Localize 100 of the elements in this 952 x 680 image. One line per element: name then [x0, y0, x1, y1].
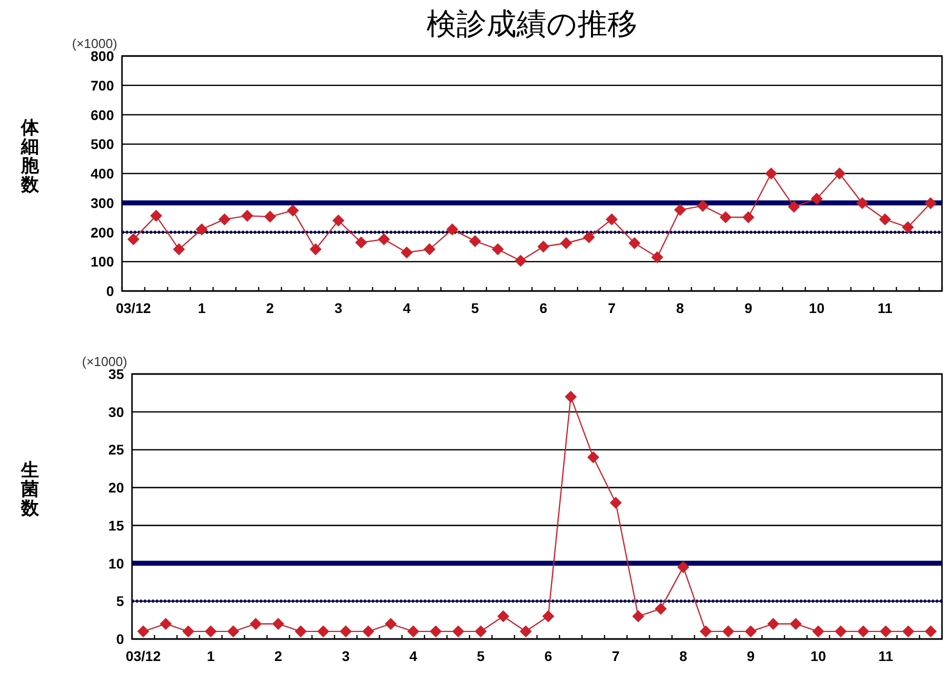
point [469, 235, 482, 248]
x-tick-label: 2 [274, 648, 282, 664]
point [407, 625, 420, 638]
point [378, 233, 390, 246]
point [765, 168, 778, 180]
x-tick-label: 8 [676, 300, 684, 316]
x-tick-label: 1 [206, 648, 215, 664]
point [241, 210, 254, 222]
x-tick-label: 3 [342, 648, 350, 664]
point [497, 610, 510, 622]
y-tick-label: 700 [90, 77, 114, 94]
point [651, 251, 664, 264]
point [272, 618, 284, 630]
point [294, 625, 307, 638]
point [582, 231, 595, 244]
point [474, 625, 487, 638]
point [250, 618, 262, 630]
x-tick-label: 9 [744, 300, 752, 316]
point [317, 625, 330, 638]
point [767, 618, 780, 630]
x-tick-label: 9 [746, 648, 755, 664]
x-tick-label: 03/12 [126, 648, 161, 664]
point [744, 625, 757, 638]
point [542, 610, 554, 622]
point [880, 625, 892, 638]
point [674, 204, 686, 216]
x-tick-label: 6 [539, 300, 548, 316]
y-tick-label: 15 [108, 517, 124, 534]
point [834, 168, 846, 180]
y-tick-label: 0 [116, 631, 124, 647]
y-tick-label: 25 [108, 442, 124, 458]
point [902, 221, 914, 234]
x-tick-label: 3 [334, 300, 342, 316]
x-tick-label: 4 [402, 300, 411, 316]
point [810, 192, 823, 205]
x-tick-label: 7 [608, 300, 616, 316]
y-tick-label: 100 [90, 254, 114, 270]
point [606, 213, 618, 226]
y-tick-label: 400 [90, 166, 114, 182]
point [452, 625, 464, 638]
point [400, 246, 413, 259]
point [446, 223, 458, 236]
point [788, 200, 800, 213]
point [160, 618, 172, 630]
point [856, 197, 868, 210]
point [362, 625, 374, 638]
y-axis-title: 体細胞数 [20, 118, 40, 194]
y-tick-label: 500 [90, 136, 114, 152]
point [514, 254, 527, 267]
x-tick-label: 8 [679, 648, 688, 664]
x-tick-label: 10 [808, 300, 825, 316]
x-tick-label: 4 [409, 648, 418, 664]
point [924, 625, 937, 638]
point [587, 451, 600, 464]
point [677, 561, 690, 574]
point [742, 211, 754, 224]
point [424, 243, 436, 256]
point [722, 625, 734, 638]
point [902, 625, 914, 638]
text: (×1000) [82, 354, 128, 369]
point [537, 240, 550, 253]
y-tick-label: 300 [90, 194, 114, 211]
y-tick-label: 200 [90, 224, 114, 240]
point [384, 618, 397, 630]
x-tick-label: 10 [810, 648, 826, 664]
point [492, 243, 504, 256]
point [340, 625, 352, 638]
point [196, 223, 208, 236]
point [857, 625, 870, 638]
point [696, 200, 709, 212]
point [610, 496, 622, 509]
point [218, 213, 230, 226]
point [204, 625, 217, 638]
point [632, 610, 644, 622]
point [332, 214, 344, 226]
point [182, 625, 194, 638]
point [720, 211, 732, 224]
point [700, 625, 712, 638]
point [790, 618, 802, 630]
point [310, 243, 322, 256]
y-axis-title: 生菌数 [20, 460, 40, 518]
y-tick-label: 10 [108, 555, 124, 572]
point [150, 210, 162, 222]
x-tick-label: 5 [476, 648, 485, 664]
text: (×1000) [72, 36, 118, 51]
point [127, 233, 140, 246]
point [227, 625, 240, 638]
x-tick-label: 7 [612, 648, 620, 664]
y-tick-label: 20 [108, 480, 124, 496]
x-tick-label: 6 [544, 648, 552, 664]
point [172, 243, 185, 256]
x-tick-label: 11 [878, 300, 893, 316]
y-tick-label: 35 [108, 366, 124, 382]
point [286, 204, 299, 217]
y-tick-label: 5 [116, 593, 124, 610]
point [137, 625, 150, 638]
point [520, 625, 532, 638]
y-tick-label: 800 [90, 48, 114, 64]
point [654, 602, 667, 615]
point [560, 237, 572, 250]
